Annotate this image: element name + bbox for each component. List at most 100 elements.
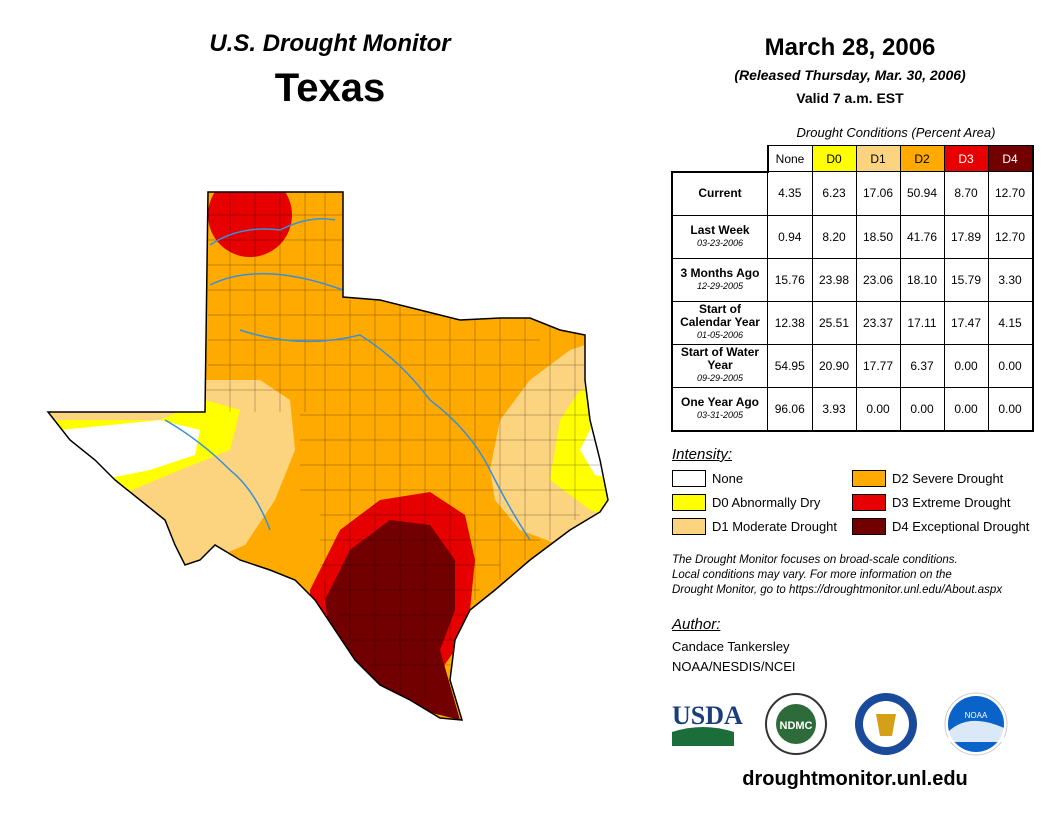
cell-value: 0.00 — [899, 386, 945, 432]
disclaimer-note: The Drought Monitor focuses on broad-sca… — [672, 553, 1002, 598]
legend-swatch — [672, 494, 706, 511]
col-d3: D3 — [943, 145, 989, 172]
cell-value: 4.15 — [987, 300, 1034, 345]
row-date: 03-23-2006 — [696, 237, 744, 248]
row-label: Current — [671, 171, 768, 216]
col-d0: D0 — [811, 145, 857, 172]
usda-logo: USDA — [672, 701, 743, 746]
region-title: Texas — [274, 66, 386, 110]
cell-value: 23.06 — [855, 257, 901, 302]
row-date: 09-29-2005 — [696, 373, 744, 383]
cell-value: 41.76 — [899, 214, 945, 259]
cell-value: 23.98 — [811, 257, 857, 302]
table-row: One Year Ago 03-31-2005 96.06 3.93 0.00 0.00 0… — [671, 386, 1034, 432]
cell-value: 12.38 — [767, 300, 813, 345]
svg-text:NOAA: NOAA — [965, 711, 988, 720]
row-label-text: Last Week — [690, 222, 750, 237]
author-info: Candace Tankersley NOAA/NESDIS/NCEI — [672, 637, 796, 677]
table-header-row: None D0 D1 D2 D3 D4 — [672, 145, 1034, 173]
cell-value: 15.76 — [767, 257, 813, 302]
legend-item: D0 Abnormally Dry — [672, 494, 820, 511]
county-lines — [200, 192, 605, 700]
cell-value: 4.35 — [767, 171, 813, 216]
legend-label: D0 Abnormally Dry — [712, 495, 821, 510]
row-date: 03-31-2005 — [696, 409, 744, 420]
table-row: Current 4.35 6.23 17.06 50.94 8.70 12.70 — [671, 171, 1034, 216]
series-title: U.S. Drought Monitor — [209, 30, 451, 57]
row-label-text: Start of Water Year — [680, 345, 760, 372]
row-label: One Year Ago 03-31-2005 — [671, 386, 768, 432]
col-d1: D1 — [855, 145, 901, 172]
cell-value: 0.94 — [767, 214, 813, 259]
author-title: Author: — [672, 616, 721, 633]
note-line: The Drought Monitor focuses on broad-sca… — [672, 554, 958, 566]
cell-value: 0.00 — [943, 343, 989, 388]
row-label-text: Current — [698, 186, 742, 200]
row-label: Start of Water Year 09-29-2005 — [671, 343, 768, 388]
note-line: Local conditions may vary. For more info… — [672, 569, 952, 581]
legend-label: D4 Exceptional Drought — [892, 519, 1030, 534]
rivers — [164, 218, 531, 541]
table-row: 3 Months Ago 12-29-2005 15.76 23.98 23.06 18.… — [671, 257, 1034, 302]
cell-value: 0.00 — [987, 343, 1034, 388]
row-label-text: Start of Calendar Year — [680, 302, 760, 329]
website-url[interactable]: droughtmonitor.unl.edu — [742, 768, 968, 790]
release-date: (Released Thursday, Mar. 30, 2006) — [734, 67, 966, 83]
cell-value: 25.51 — [811, 300, 857, 345]
legend-swatch — [852, 518, 886, 535]
legend-label: None — [712, 471, 744, 486]
partner-logos: USDA NDMC NOAA — [672, 692, 1008, 756]
legend-title: Intensity: — [672, 446, 733, 463]
col-none: None — [767, 145, 813, 172]
note-line: Drought Monitor, go to https://droughtmo… — [672, 584, 1003, 596]
row-date: 01-05-2006 — [696, 330, 744, 340]
row-date: 12-29-2005 — [696, 280, 744, 291]
cell-value: 8.70 — [943, 171, 989, 216]
cell-value: 0.00 — [855, 386, 901, 432]
legend-item: None — [672, 470, 743, 487]
cell-value: 8.20 — [811, 214, 857, 259]
cell-value: 3.93 — [811, 386, 857, 432]
row-label: 3 Months Ago 12-29-2005 — [671, 257, 768, 302]
author-org: NOAA/NESDIS/NCEI — [672, 659, 796, 674]
row-label-text: 3 Months Ago — [680, 265, 760, 280]
legend-label: D3 Extreme Drought — [892, 495, 1011, 510]
cell-value: 17.47 — [943, 300, 989, 345]
texas-drought-map — [47, 191, 609, 721]
map-date: March 28, 2006 — [764, 34, 936, 61]
doc-logo — [855, 693, 917, 755]
legend-item: D3 Extreme Drought — [852, 494, 1011, 511]
noaa-logo: NOAA — [944, 692, 1008, 756]
cell-value: 17.77 — [855, 343, 901, 388]
cell-value: 17.11 — [899, 300, 945, 345]
svg-text:USDA: USDA — [672, 701, 743, 730]
cell-value: 6.37 — [899, 343, 945, 388]
cell-value: 17.06 — [855, 171, 901, 216]
cell-value: 0.00 — [943, 386, 989, 432]
cell-value: 6.23 — [811, 171, 857, 216]
cell-value: 3.30 — [987, 257, 1034, 302]
legend-item: D2 Severe Drought — [852, 470, 1003, 487]
legend-item: D1 Moderate Drought — [672, 518, 837, 535]
table-row: Start of Water Year 09-29-2005 54.95 20.90 1… — [671, 343, 1034, 388]
author-name: Candace Tankersley — [672, 639, 790, 654]
cell-value: 17.89 — [943, 214, 989, 259]
row-label: Start of Calendar Year 01-05-2006 — [671, 300, 768, 345]
legend-item: D4 Exceptional Drought — [852, 518, 1029, 535]
legend-swatch — [852, 470, 886, 487]
ndmc-logo: NDMC — [765, 693, 827, 755]
cell-value: 23.37 — [855, 300, 901, 345]
row-label-text: One Year Ago — [680, 394, 760, 409]
cell-value: 96.06 — [767, 386, 813, 432]
cell-value: 15.79 — [943, 257, 989, 302]
legend-swatch — [672, 470, 706, 487]
cell-value: 18.50 — [855, 214, 901, 259]
table-row: Last Week 03-23-2006 0.94 8.20 18.50 41.76 17.… — [671, 214, 1034, 259]
legend-swatch — [672, 518, 706, 535]
valid-time: Valid 7 a.m. EST — [796, 90, 904, 106]
cell-value: 12.70 — [987, 171, 1034, 216]
legend-swatch — [852, 494, 886, 511]
legend-label: D2 Severe Drought — [892, 471, 1004, 486]
cell-value: 50.94 — [899, 171, 945, 216]
